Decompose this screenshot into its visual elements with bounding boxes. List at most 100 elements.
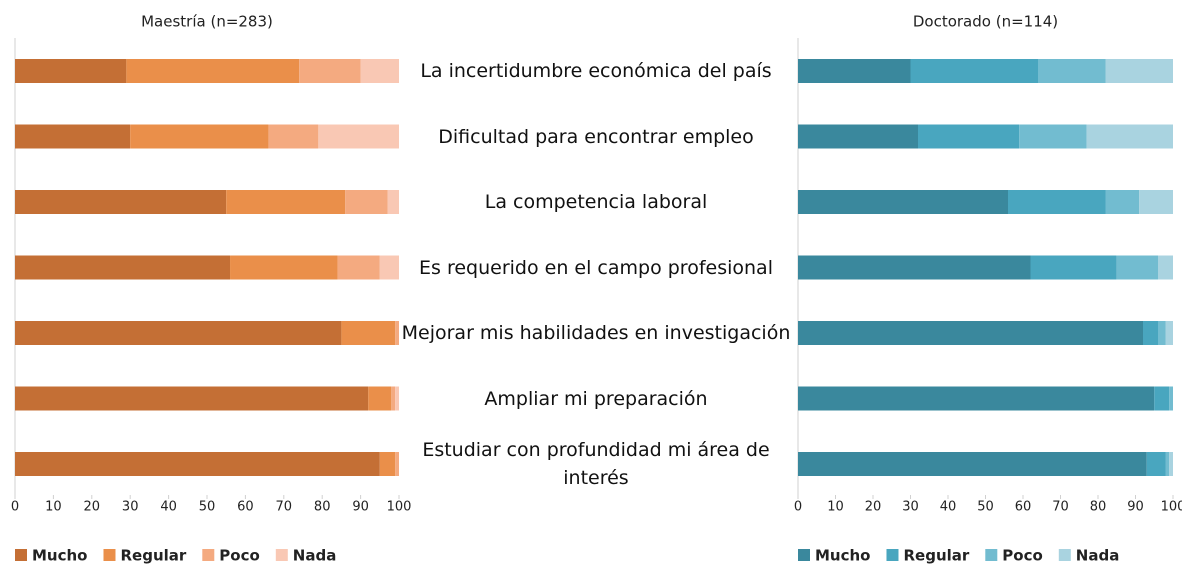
x-tick-label: 80	[1090, 500, 1107, 515]
bar-segment	[15, 190, 227, 214]
bar-segment	[1143, 321, 1158, 345]
bar-segment	[798, 386, 1155, 411]
bar-segment	[395, 321, 399, 345]
x-tick-label: 30	[122, 500, 139, 515]
bar-segment	[1146, 452, 1166, 476]
legend-swatch	[103, 549, 116, 561]
x-tick-label: 50	[199, 500, 216, 515]
x-tick-label: 90	[352, 500, 369, 515]
legend-swatch	[202, 549, 215, 561]
bar-segment	[15, 321, 342, 345]
bar-segment	[15, 59, 127, 83]
bar-segment	[798, 321, 1143, 345]
legend-swatch	[985, 549, 998, 561]
bar-segment	[226, 190, 346, 214]
bar-segment	[1169, 386, 1173, 411]
bar-segment	[268, 124, 319, 149]
x-tick-label: 90	[1127, 500, 1144, 515]
bar-segment	[341, 321, 396, 345]
legend-label: Poco	[219, 547, 260, 565]
bar-segment	[15, 386, 369, 411]
bar-segment	[387, 190, 399, 214]
bar-segment	[130, 124, 269, 149]
legend-label: Regular	[120, 547, 186, 565]
bar-segment	[1008, 190, 1106, 214]
bar-segment	[1030, 255, 1117, 280]
bar-segment	[1158, 255, 1173, 280]
bar-segment	[126, 59, 300, 83]
category-label: La competencia laboral	[484, 191, 708, 213]
bar-segment	[337, 255, 380, 280]
bar-segment	[395, 386, 399, 411]
bar-segment	[299, 59, 361, 83]
category-label: Es requerido en el campo profesional	[419, 256, 773, 279]
x-tick-label: 20	[865, 500, 882, 515]
x-tick-label: 60	[1015, 500, 1032, 515]
x-tick-label: 80	[314, 500, 331, 515]
x-tick-label: 50	[977, 500, 994, 515]
legend-swatch	[798, 549, 810, 561]
legend-label: Mucho	[32, 547, 87, 565]
bar-segment	[15, 255, 231, 280]
bar-segment	[798, 59, 911, 83]
bar-segment	[910, 59, 1038, 83]
bar-segment	[368, 386, 392, 411]
bar-segment	[230, 255, 338, 280]
chart-title: Doctorado (n=114)	[913, 13, 1058, 31]
bar-segment	[1038, 59, 1106, 83]
x-tick-label: 100	[387, 500, 412, 515]
bar-segment	[1019, 124, 1087, 149]
bar-segment	[360, 59, 399, 83]
bar-segment	[798, 452, 1147, 476]
x-tick-label: 20	[84, 500, 101, 515]
legend-label: Nada	[1076, 547, 1120, 565]
bar-segment	[1116, 255, 1158, 280]
x-tick-label: 0	[794, 500, 802, 515]
legend-swatch	[15, 549, 27, 561]
legend-swatch	[886, 549, 899, 561]
x-tick-label: 60	[237, 500, 254, 515]
bar-segment	[1169, 452, 1173, 476]
x-tick-label: 40	[940, 500, 957, 515]
legend-label: Regular	[903, 547, 969, 565]
category-label: Mejorar mis habilidades en investigación	[401, 322, 791, 344]
x-tick-label: 100	[1161, 500, 1182, 515]
category-label: Estudiar con profundidad mi área de inte…	[422, 439, 770, 489]
bar-segment	[1154, 386, 1170, 411]
bar-segment	[1086, 124, 1173, 149]
legend-label: Nada	[293, 547, 337, 565]
x-tick-label: 40	[160, 500, 177, 515]
x-tick-label: 10	[827, 500, 844, 515]
bar-segment	[15, 124, 131, 149]
legend-label: Poco	[1002, 547, 1043, 565]
bar-segment	[318, 124, 399, 149]
bar-segment	[798, 190, 1008, 214]
bar-segment	[1105, 190, 1140, 214]
bar-segment	[395, 452, 399, 476]
category-label: Ampliar mi preparación	[484, 387, 708, 410]
legend-label: Mucho	[815, 547, 870, 565]
bar-segment	[379, 452, 396, 476]
x-tick-label: 0	[11, 500, 19, 515]
x-tick-label: 70	[276, 500, 293, 515]
bar-segment	[1139, 190, 1173, 214]
bar-segment	[1158, 321, 1166, 345]
bar-segment	[379, 255, 399, 280]
bar-segment	[1165, 321, 1173, 345]
legend-swatch	[1058, 549, 1071, 561]
category-label: La incertidumbre económica del país	[420, 60, 772, 82]
bar-segment	[798, 124, 918, 149]
bar-segment	[1105, 59, 1173, 83]
legend-swatch	[275, 549, 288, 561]
bar-segment	[345, 190, 388, 214]
x-tick-label: 30	[902, 500, 919, 515]
category-label: Dificultad para encontrar empleo	[438, 125, 754, 148]
bar-segment	[15, 452, 380, 476]
x-tick-label: 10	[45, 500, 62, 515]
chart-title: Maestría (n=283)	[141, 13, 273, 31]
bar-segment	[798, 255, 1031, 280]
bar-segment	[918, 124, 1020, 149]
bar-segment	[391, 386, 396, 411]
